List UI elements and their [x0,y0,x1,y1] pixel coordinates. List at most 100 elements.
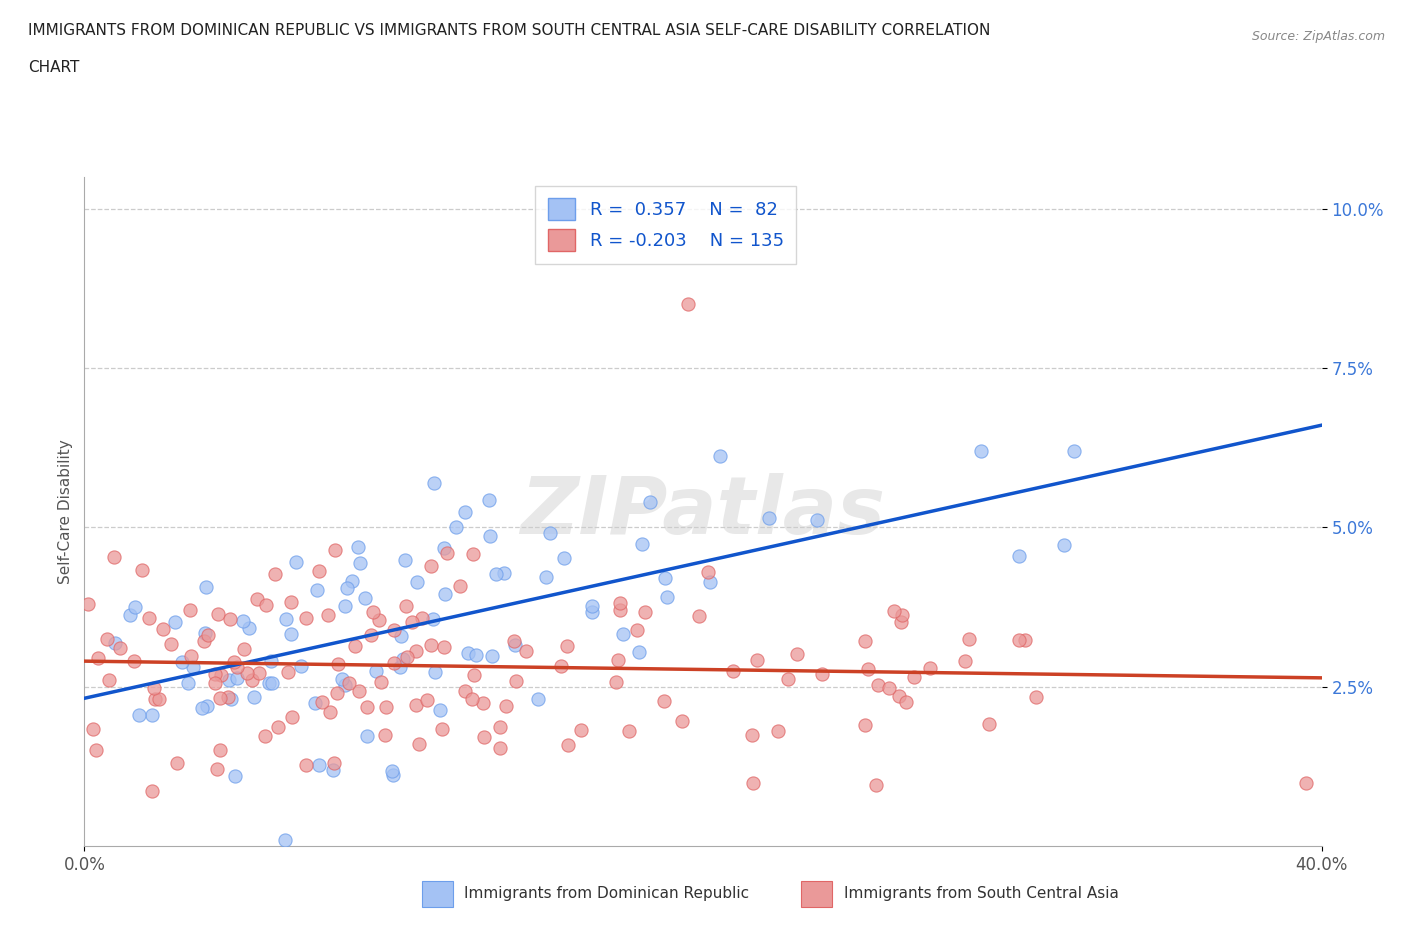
Point [550,658,572,673]
Point [280,627,302,642]
Point [709,449,731,464]
Point [285,554,308,569]
Point [481,649,503,664]
Point [454,505,477,520]
Point [180,648,202,663]
Point [242,690,264,705]
Point [768,724,790,738]
Point [721,664,744,679]
Point [354,591,377,605]
Point [503,638,526,653]
Point [347,684,370,698]
Point [207,606,229,621]
Point [606,653,628,668]
Point [141,708,163,723]
Point [194,625,217,640]
Point [555,639,578,654]
Point [245,591,267,606]
Point [330,671,353,686]
Point [254,598,277,613]
Point [894,695,917,710]
Point [76,596,98,611]
Point [858,662,880,677]
Point [654,571,676,586]
Point [631,537,654,551]
Point [163,614,186,629]
Point [368,613,391,628]
Point [193,633,215,648]
Text: Immigrants from Dominican Republic: Immigrants from Dominican Republic [464,886,749,901]
Point [536,570,558,585]
Point [609,603,631,618]
Point [97,672,120,687]
Point [395,599,418,614]
Point [457,645,479,660]
Text: CHART: CHART [28,60,80,75]
Text: Immigrants from South Central Asia: Immigrants from South Central Asia [844,886,1119,901]
Point [209,668,232,683]
Point [181,660,204,675]
Point [138,611,160,626]
Point [472,696,495,711]
Point [436,545,458,560]
Point [333,599,356,614]
Point [866,678,889,693]
Point [505,674,527,689]
Point [699,575,721,590]
Point [204,667,226,682]
Point [953,654,976,669]
Point [222,655,245,670]
Point [422,612,444,627]
Point [617,724,640,738]
Point [267,720,290,735]
Point [356,728,378,743]
Point [122,654,145,669]
Text: ZIPatlas: ZIPatlas [520,472,886,551]
Point [238,620,260,635]
Point [395,649,418,664]
Point [747,652,769,667]
Point [322,763,344,777]
Point [853,718,876,733]
Point [489,720,512,735]
Point [225,659,247,674]
Point [696,565,718,579]
Point [394,552,416,567]
Text: Source: ZipAtlas.com: Source: ZipAtlas.com [1251,30,1385,43]
Point [461,547,484,562]
Point [280,595,302,610]
Point [420,637,443,652]
Point [374,699,396,714]
Point [408,737,430,752]
Point [96,631,118,646]
Point [478,528,501,543]
Point [515,644,537,658]
Point [890,615,912,630]
Point [688,609,710,624]
Point [423,665,446,680]
Point [344,639,367,654]
Point [84,743,107,758]
Point [295,757,318,772]
Point [336,580,359,595]
Point [463,668,485,683]
Point [128,708,150,723]
Point [605,675,627,690]
Point [776,671,799,686]
Point [382,767,405,782]
Point [444,519,467,534]
Point [1053,538,1076,552]
Point [495,698,517,713]
Point [581,604,603,619]
Point [219,692,242,707]
Point [454,684,477,698]
Point [143,692,166,707]
Point [865,777,887,792]
Point [382,656,405,671]
Point [1063,444,1085,458]
Point [361,604,384,619]
Point [326,685,349,700]
Point [405,644,427,658]
Point [120,607,142,622]
Point [472,730,495,745]
